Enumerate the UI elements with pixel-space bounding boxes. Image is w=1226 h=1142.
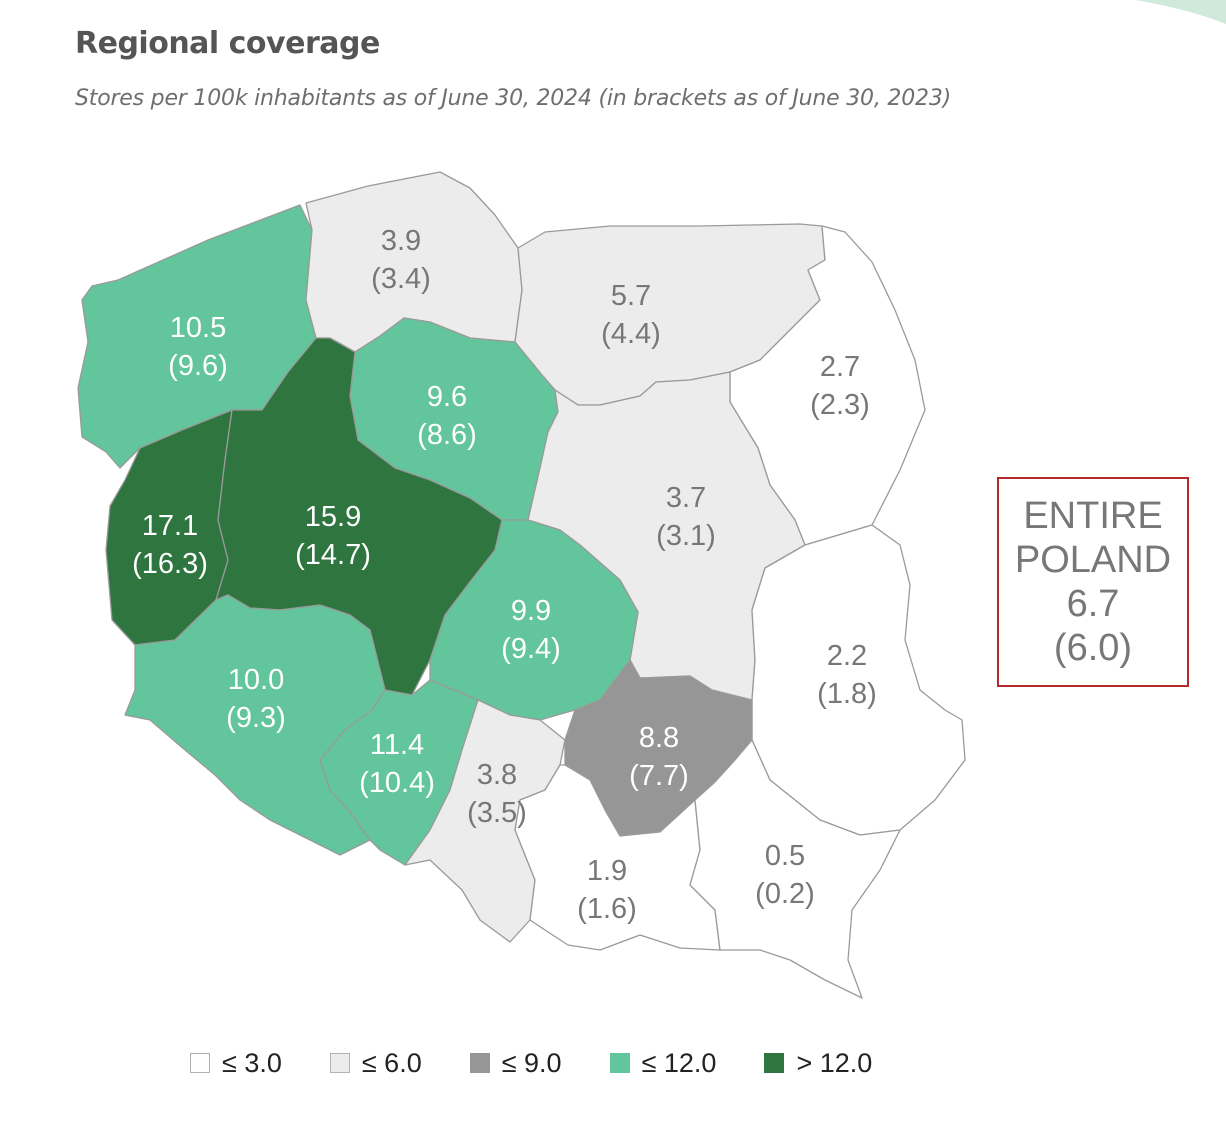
region-label-podkarpackie: 0.5 (0.2): [755, 840, 815, 910]
region-label-lubuskie: 17.1 (16.3): [132, 510, 208, 580]
legend-item-le3: ≤ 3.0: [190, 1048, 282, 1079]
region-lodzkie: [429, 519, 639, 721]
decorative-corner-swoosh: [1136, 0, 1226, 24]
region-label-dolnoslaskie: 10.0 (9.3): [226, 664, 286, 734]
legend-item-gt12: > 12.0: [764, 1048, 872, 1079]
region-label-wielkopolskie: 15.9 (14.7): [295, 501, 371, 571]
page-subtitle: Stores per 100k inhabitants as of June 3…: [75, 86, 952, 111]
region-label-opolskie: 11.4 (10.4): [359, 729, 435, 799]
legend-label: ≤ 6.0: [361, 1047, 422, 1078]
total-line2: POLAND: [1014, 539, 1172, 581]
region-label-lubelskie: 2.2 (1.8): [817, 640, 877, 710]
legend-label: ≤ 9.0: [501, 1047, 562, 1078]
region-label-malopolskie: 1.9 (1.6): [577, 855, 637, 925]
total-line1: ENTIRE: [1023, 495, 1163, 537]
region-label-podlaskie: 2.7 (2.3): [810, 351, 870, 421]
legend-swatch-gt12: [764, 1053, 785, 1073]
legend-swatch-le9: [469, 1053, 490, 1073]
legend: ≤ 3.0 ≤ 6.0 ≤ 9.0 ≤ 12.0 > 12.0: [190, 1046, 920, 1080]
region-label-zachodniopomorskie: 10.5 (9.6): [168, 312, 228, 382]
total-prev: (6.0): [1053, 627, 1133, 669]
legend-swatch-le6: [329, 1053, 350, 1073]
page-title: Regional coverage: [75, 26, 380, 61]
entire-poland-box: ENTIRE POLAND 6.7 (6.0): [997, 477, 1189, 687]
legend-label: > 12.0: [796, 1047, 873, 1078]
legend-label: ≤ 12.0: [641, 1047, 717, 1078]
legend-swatch-le12: [609, 1053, 630, 1073]
legend-swatch-le3: [190, 1053, 210, 1073]
region-label-kujawsko-pomorskie: 9.6 (8.6): [417, 381, 477, 451]
legend-item-le9: ≤ 9.0: [469, 1047, 562, 1079]
region-label-lodzkie: 9.9 (9.4): [501, 595, 561, 665]
region-label-pomorskie: 3.9 (3.4): [371, 225, 431, 295]
region-podkarpackie: [689, 739, 901, 999]
legend-item-le6: ≤ 6.0: [329, 1047, 422, 1079]
total-value: 6.7: [1066, 583, 1120, 625]
legend-label: ≤ 3.0: [222, 1047, 282, 1078]
region-label-mazowieckie: 3.7 (3.1): [656, 482, 716, 552]
legend-item-le12: ≤ 12.0: [609, 1047, 717, 1079]
region-label-warminsko-mazurskie: 5.7 (4.4): [601, 280, 661, 350]
region-label-slaskie: 3.8 (3.5): [467, 759, 527, 829]
region-label-swietokrzyskie: 8.8 (7.7): [629, 722, 689, 792]
